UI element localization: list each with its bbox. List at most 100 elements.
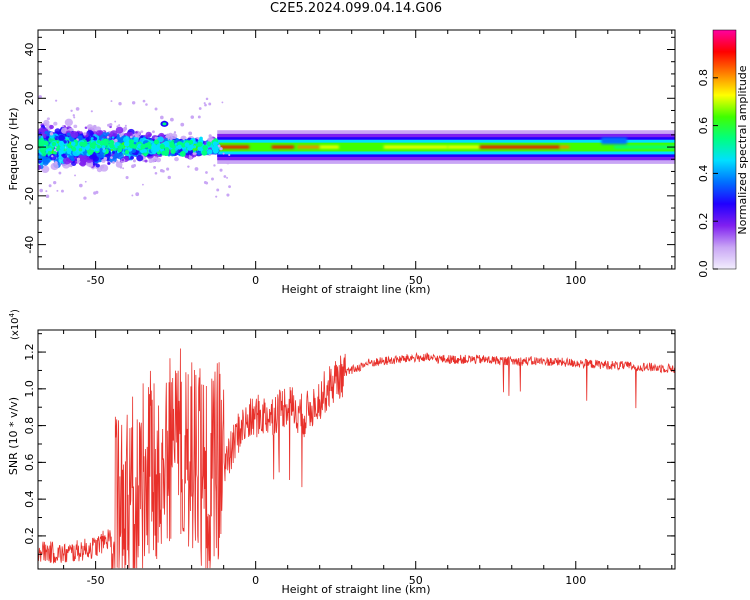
snr-panel: -50 0 50 100 0.2 0.4 0.6 0.8 1.0 1.2 Height of st… xyxy=(7,309,676,596)
spectrogram-core xyxy=(147,144,153,150)
x-tick-label: -50 xyxy=(87,274,105,287)
spectrogram-core xyxy=(41,150,45,155)
spectrogram-outlier xyxy=(222,152,225,155)
spectrogram-x-axis-label: Height of straight line (km) xyxy=(281,283,430,296)
spectrogram-core xyxy=(87,149,94,156)
y-tick-label: 1.2 xyxy=(23,343,36,361)
spectrogram-outlier xyxy=(188,131,193,136)
spectrogram-blob xyxy=(136,154,144,162)
spectrogram-outlier xyxy=(205,181,209,185)
spectrogram-outlier xyxy=(211,177,214,181)
spectrogram-outlier xyxy=(75,107,80,111)
spectrogram-blob xyxy=(115,126,124,134)
spectrogram-blob xyxy=(140,130,144,134)
spectrogram-blob xyxy=(78,156,85,162)
spectrogram-peak xyxy=(585,145,615,149)
spectrogram-core xyxy=(102,149,106,153)
spectrogram-outlier xyxy=(119,135,122,138)
spectrogram-blob xyxy=(151,159,156,163)
spectrogram-blob xyxy=(107,162,111,165)
spectrogram-core xyxy=(187,145,193,151)
y-tick-label: 0.4 xyxy=(23,490,36,508)
spectrogram-outlier xyxy=(68,164,72,167)
spectrogram-outlier xyxy=(83,132,87,136)
spectrogram-outlier xyxy=(159,168,164,173)
spectrogram-outlier xyxy=(208,134,212,138)
spectrogram-blob xyxy=(109,125,112,129)
spectrogram-outlier xyxy=(153,166,156,169)
snr-y-axis-label: SNR (10 * v/v) xyxy=(7,397,20,475)
spectrogram-blob xyxy=(49,124,54,130)
spectrogram-core xyxy=(207,149,213,155)
spectrogram-core xyxy=(66,143,71,147)
spectrogram-axes: -50 0 50 100 -40 -20 0 20 40 xyxy=(23,30,675,287)
spectrogram-core xyxy=(169,142,175,148)
snr-axes: -50 0 50 100 0.2 0.4 0.6 0.8 1.0 1.2 xyxy=(23,330,675,587)
spectrogram-blob xyxy=(84,126,88,129)
spectrogram-outlier xyxy=(38,95,42,99)
spectrogram-outlier xyxy=(109,122,113,127)
spectrogram-core xyxy=(159,143,165,150)
spectrogram-outlier xyxy=(170,117,174,122)
spectrogram-blob xyxy=(157,136,164,143)
spectrogram-peak xyxy=(319,145,339,149)
spectrogram-frame xyxy=(37,29,676,270)
spectrogram-blob xyxy=(135,131,138,134)
spectrogram-blob xyxy=(188,155,193,160)
spectrogram-blob xyxy=(50,162,59,171)
spectrogram-outlier xyxy=(114,120,117,123)
spectrogram-blob xyxy=(53,121,58,126)
spectrogram-blob xyxy=(54,154,58,157)
spectrogram-blob xyxy=(110,130,118,138)
spectrogram-core xyxy=(58,148,64,155)
spectrogram-blob xyxy=(74,156,78,160)
spectrogram-peak xyxy=(479,145,560,149)
spectrogram-outlier xyxy=(45,194,50,198)
spectrogram-core xyxy=(170,148,176,154)
spectrogram-outlier xyxy=(116,125,119,128)
spectrogram-blob xyxy=(64,118,73,127)
spectrogram-outlier xyxy=(39,188,43,193)
spectrogram-outlier xyxy=(204,103,207,107)
spectrogram-blob xyxy=(70,131,79,139)
spectrogram-blob xyxy=(116,136,123,142)
spectrogram-blob xyxy=(46,117,50,121)
spectrogram-outlier xyxy=(223,175,227,178)
spectrogram-blob xyxy=(73,124,78,129)
x-tick-label: 0 xyxy=(252,574,259,587)
chart-title: C2E5.2024.099.04.14.G06 xyxy=(269,1,443,16)
spectrogram-blob xyxy=(95,126,102,132)
spectrogram-outlier xyxy=(60,189,64,193)
y-tick-label: 0.8 xyxy=(23,417,36,435)
x-tick-label: 50 xyxy=(409,274,423,287)
snr-frame xyxy=(37,329,676,570)
spectrogram-outlier xyxy=(72,114,75,117)
spectrogram-outlier xyxy=(173,131,177,134)
spectrogram-outlier xyxy=(160,115,164,120)
spectrogram-blob xyxy=(99,164,105,169)
spectrogram-outlier xyxy=(70,109,73,112)
spectrogram-core xyxy=(124,149,130,155)
spectrogram-blob xyxy=(116,152,124,160)
spectrogram-blob xyxy=(76,160,81,164)
spectrogram-outlier xyxy=(74,174,77,177)
x-tick-label: 0 xyxy=(252,274,259,287)
spectrogram-outlier xyxy=(145,103,148,106)
spectrogram-core xyxy=(102,138,108,144)
spectrogram-blob xyxy=(196,151,201,156)
spectrogram-core xyxy=(140,143,146,150)
spectrogram-blob xyxy=(66,132,71,136)
spectrogram-outlier xyxy=(110,156,113,159)
spectrogram-outlier xyxy=(114,138,118,143)
spectrogram-blob xyxy=(63,140,67,144)
spectrogram-core xyxy=(153,139,160,145)
spectrogram-y-axis-label: Frequency (Hz) xyxy=(7,108,20,191)
spectrogram-outlier xyxy=(226,193,230,197)
spectrogram-outlier xyxy=(221,101,224,104)
spectrogram-core xyxy=(199,136,203,141)
spectrogram-blob xyxy=(97,135,103,140)
spectrogram-core xyxy=(143,152,148,157)
spectrogram-peak xyxy=(559,145,570,149)
spectrogram-core xyxy=(212,141,218,147)
